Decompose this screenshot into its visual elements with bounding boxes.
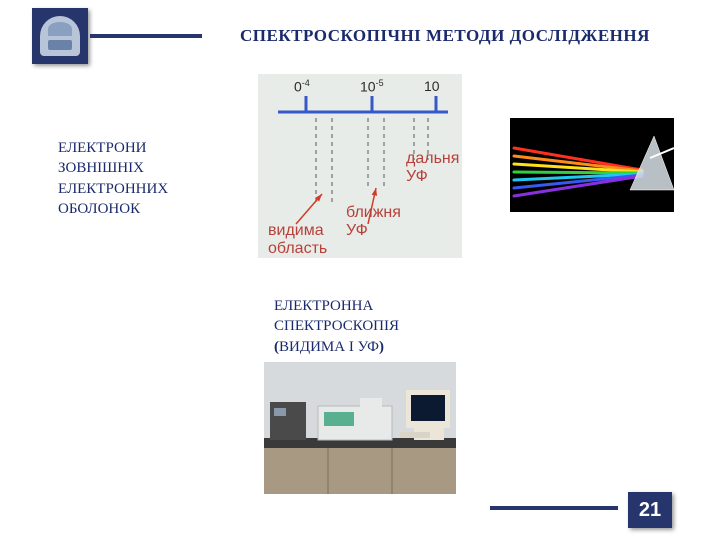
- left-caption-line: ОБОЛОНОК: [58, 199, 168, 219]
- page-title: СПЕКТРОСКОПІЧНІ МЕТОДИ ДОСЛІДЖЕННЯ: [240, 26, 650, 46]
- axis-tick-label: 0-4: [294, 78, 310, 95]
- center-caption-line: СПЕКТРОСКОПІЯ: [274, 316, 399, 336]
- prism-dispersion-figure: [510, 118, 674, 212]
- left-caption-line: ЕЛЕКТРОНИ: [58, 138, 168, 158]
- left-caption: ЕЛЕКТРОНИ ЗОВНІШНІХ ЕЛЕКТРОННИХ ОБОЛОНОК: [58, 138, 168, 219]
- lab-instrument-photo: [264, 362, 456, 494]
- center-caption: ЕЛЕКТРОННА СПЕКТРОСКОПІЯ (ВИДИМА І УФ): [274, 296, 399, 357]
- uv-wavelength-diagram: 0-4 10-5 10 дальняУФближняУФ видимаобласть: [258, 74, 462, 258]
- left-caption-line: ЕЛЕКТРОННИХ: [58, 179, 168, 199]
- footer-rule: [490, 506, 618, 510]
- center-caption-line: ЕЛЕКТРОННА: [274, 296, 399, 316]
- axis-tick-label: 10-5: [360, 78, 384, 95]
- logo-badge: [32, 8, 88, 64]
- left-caption-line: ЗОВНІШНІХ: [58, 158, 168, 178]
- logo-icon: [40, 16, 80, 56]
- prism-svg: [510, 118, 674, 212]
- diagram-region-label: видимаобласть: [268, 222, 327, 259]
- paren-close: ): [379, 339, 384, 355]
- diagram-region-label: дальняУФ: [406, 150, 459, 187]
- lab-svg: [264, 362, 456, 494]
- axis-tick-label: 10: [424, 78, 440, 94]
- center-caption-sub: ВИДИМА І УФ: [279, 339, 379, 355]
- diagram-region-label: ближняУФ: [346, 204, 401, 241]
- page-number-badge: 21: [628, 492, 672, 528]
- header-rule: [90, 34, 202, 38]
- center-caption-line: (ВИДИМА І УФ): [274, 337, 399, 357]
